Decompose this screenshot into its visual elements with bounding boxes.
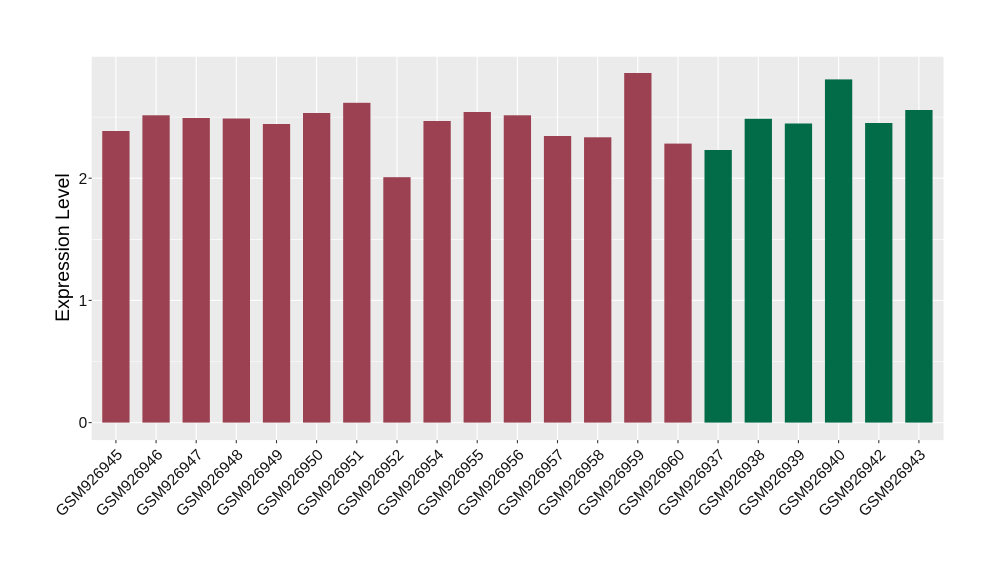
svg-text:Expression Level: Expression Level [52, 173, 74, 322]
svg-text:0: 0 [79, 415, 88, 432]
svg-text:1: 1 [79, 293, 88, 310]
svg-text:2: 2 [79, 171, 88, 188]
